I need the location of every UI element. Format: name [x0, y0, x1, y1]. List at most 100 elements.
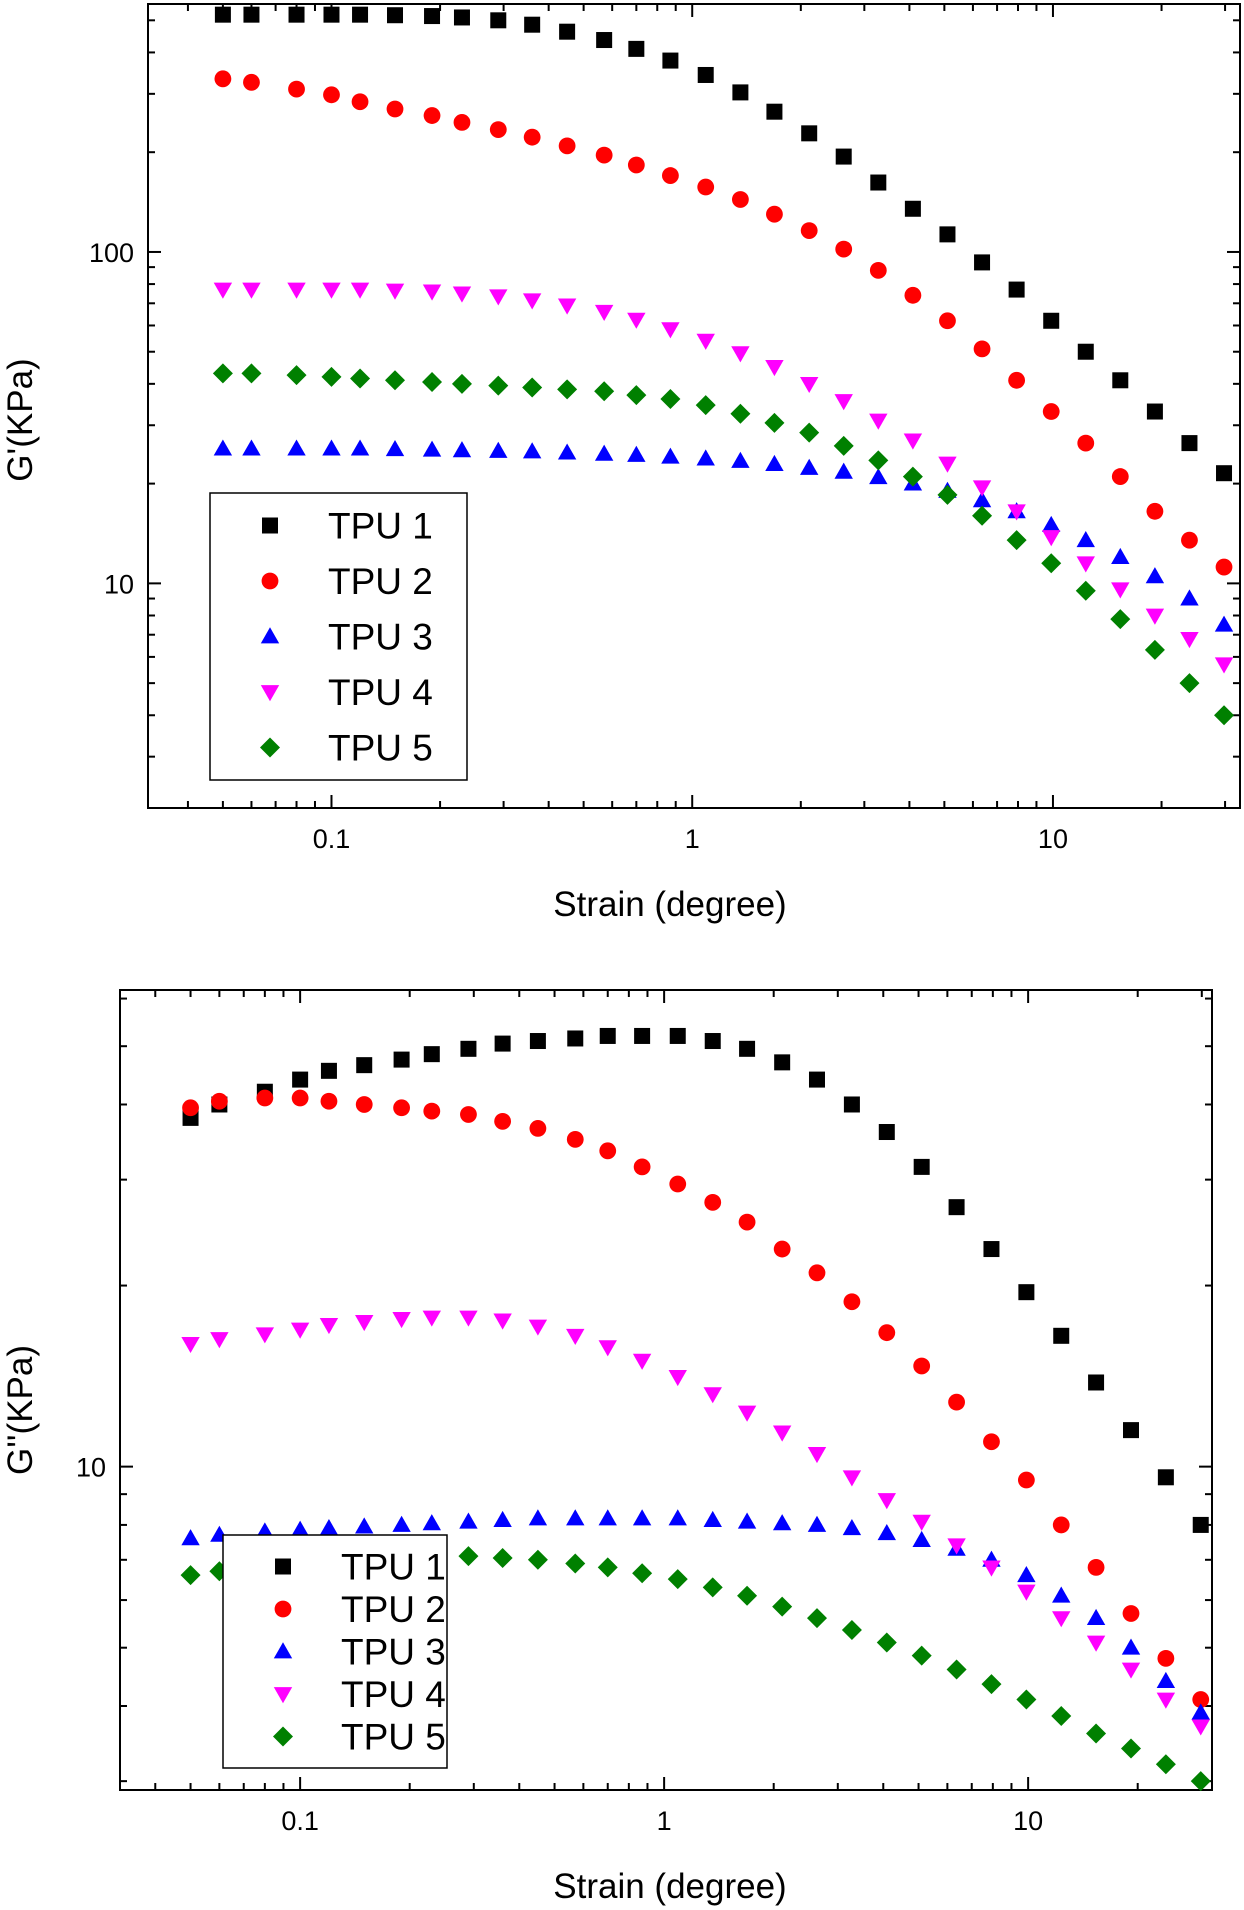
- data-point: [628, 40, 645, 57]
- data-point: [355, 1096, 373, 1113]
- data-point: [972, 505, 993, 526]
- data-point: [243, 6, 260, 23]
- data-point: [877, 1493, 896, 1510]
- data-point: [739, 1040, 756, 1057]
- data-point: [458, 1546, 479, 1567]
- data-point: [835, 240, 853, 258]
- data-point: [869, 413, 888, 430]
- data-point: [319, 1318, 339, 1335]
- data-point: [350, 439, 370, 456]
- series-tpu-1: [182, 1027, 1209, 1533]
- data-point: [1043, 312, 1060, 329]
- data-point: [806, 1608, 827, 1629]
- data-point: [1181, 435, 1198, 452]
- legend-label: TPU 5: [341, 1717, 446, 1758]
- data-point: [1086, 1723, 1107, 1744]
- data-point: [939, 312, 956, 330]
- data-point: [1052, 1516, 1070, 1534]
- data-point: [1181, 531, 1198, 549]
- data-point: [1122, 1605, 1140, 1622]
- data-point: [1215, 558, 1233, 576]
- legend-marker: [274, 1600, 292, 1618]
- data-point: [1042, 515, 1061, 532]
- data-point: [876, 1632, 897, 1653]
- legend: TPU 1 TPU 2 TPU 3 TPU 4 TPU 5: [209, 492, 468, 781]
- data-point: [1051, 1705, 1072, 1726]
- data-point: [594, 381, 615, 402]
- y-tick-label: 10: [76, 1453, 106, 1483]
- data-point: [288, 6, 305, 23]
- data-point: [946, 1659, 967, 1680]
- data-point: [737, 1585, 758, 1606]
- data-point: [939, 226, 956, 243]
- data-point: [557, 443, 577, 460]
- data-point: [1192, 1691, 1210, 1708]
- data-point: [627, 312, 646, 329]
- data-point: [566, 1328, 585, 1346]
- data-point: [1180, 589, 1199, 606]
- data-point: [453, 9, 470, 26]
- data-point: [1180, 631, 1199, 649]
- data-point: [773, 1240, 791, 1258]
- data-point: [661, 447, 680, 464]
- series-tpu-5: [212, 363, 1235, 726]
- data-point: [423, 1046, 440, 1063]
- data-point: [799, 422, 820, 443]
- data-point: [841, 1620, 862, 1641]
- data-point: [669, 1175, 687, 1193]
- legend-label: TPU 1: [341, 1547, 446, 1588]
- data-point: [181, 1336, 200, 1354]
- data-point: [878, 1124, 895, 1141]
- data-point: [460, 1106, 477, 1123]
- data-point: [213, 439, 233, 456]
- data-point: [668, 1509, 687, 1526]
- data-point: [869, 261, 887, 279]
- data-point: [1190, 1771, 1211, 1792]
- data-point: [913, 1158, 930, 1175]
- data-point: [1111, 547, 1130, 565]
- data-point: [290, 1520, 310, 1537]
- data-point: [567, 1030, 584, 1047]
- data-point: [452, 286, 472, 303]
- x-axis-title: Strain (degree): [553, 1867, 786, 1906]
- data-point: [460, 1040, 477, 1057]
- data-point: [291, 1089, 309, 1107]
- data-point: [210, 1332, 229, 1349]
- data-point: [737, 1512, 757, 1529]
- legend-label: TPU 4: [341, 1674, 446, 1715]
- data-point: [320, 1092, 338, 1110]
- data-point: [323, 6, 340, 23]
- data-point: [322, 439, 341, 456]
- data-point: [523, 128, 541, 146]
- data-point: [1008, 281, 1025, 298]
- data-point: [1088, 1374, 1105, 1391]
- data-point: [633, 1158, 651, 1176]
- x-tick-label: 10: [1013, 1806, 1043, 1836]
- data-point: [1017, 1584, 1036, 1601]
- data-point: [703, 1510, 722, 1527]
- data-point: [972, 480, 992, 497]
- data-point: [843, 1096, 860, 1113]
- data-point: [947, 1538, 966, 1555]
- data-point: [660, 389, 681, 410]
- data-point: [1086, 1608, 1106, 1625]
- axis-ticks: 0.1 1 10 10 100: [89, 4, 1240, 854]
- legend-marker: [273, 1687, 293, 1704]
- data-point: [594, 304, 614, 321]
- x-tick-label: 0.1: [313, 824, 351, 854]
- data-point: [1007, 504, 1026, 521]
- data-point: [320, 1062, 337, 1079]
- data-point: [387, 7, 404, 24]
- data-point: [662, 52, 679, 69]
- series-tpu-4: [213, 282, 1234, 674]
- data-point: [1052, 1611, 1071, 1628]
- legend-marker: [262, 517, 278, 534]
- data-point: [1191, 1703, 1210, 1720]
- data-point: [1008, 371, 1026, 389]
- data-point: [422, 440, 442, 457]
- plot-frame: [119, 989, 1213, 1791]
- data-point: [772, 1425, 792, 1442]
- data-point: [911, 1645, 932, 1666]
- data-point: [287, 439, 306, 456]
- data-point: [1017, 1471, 1035, 1489]
